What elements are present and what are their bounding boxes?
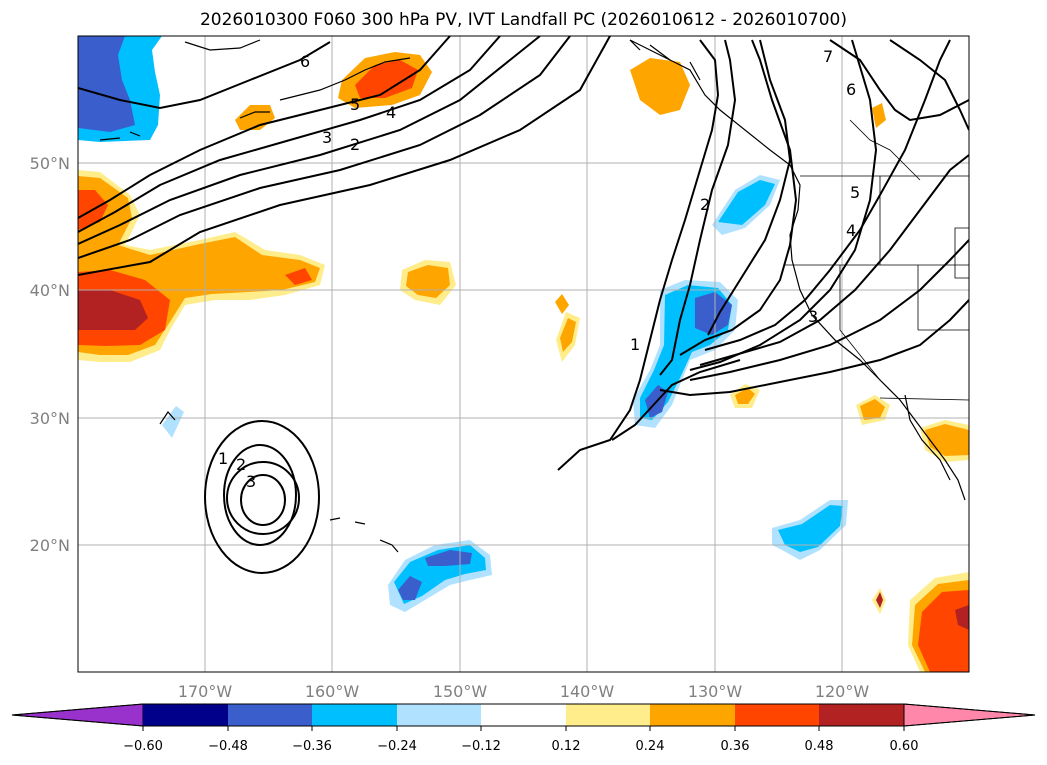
contour-labels: 1 2 3 6 5 4 3 2 1 2 3 4 5 6 7 <box>218 47 860 491</box>
colorbar-bin <box>481 704 566 726</box>
colorbar-tick-label: 0.36 <box>721 739 750 754</box>
colorbar-tick-label: 0.48 <box>805 739 834 754</box>
colorbar-bin <box>397 704 481 726</box>
contour-label-coast-2: 2 <box>700 195 710 214</box>
colorbar-tick-label: 0.60 <box>890 739 919 754</box>
contour-label-north-5: 5 <box>350 95 360 114</box>
colorbar-extend-min <box>11 703 144 727</box>
pv-low-contour-3 <box>226 461 300 535</box>
pv-contour-north-5 <box>78 36 451 219</box>
contour-label-east-7: 7 <box>823 47 833 66</box>
colorbar-bin <box>566 704 650 726</box>
contour-label-pv-low-2: 2 <box>236 455 246 474</box>
coastlines <box>99 39 966 553</box>
pv-contour-north-4 <box>78 36 501 233</box>
map-title: 2026010300 F060 300 hPa PV, IVT Landfall… <box>199 10 847 30</box>
lon-label: 150°W <box>433 682 488 701</box>
map-frame <box>77 35 970 673</box>
colorbar-bin <box>650 704 735 726</box>
pv-contour-north-2 <box>78 36 571 259</box>
colorbar: −0.60 −0.48 −0.36 −0.24 −0.12 0.12 0.24 … <box>11 703 1036 754</box>
pv-contour-north-3 <box>78 36 541 245</box>
contour-label-north-4: 4 <box>386 103 396 122</box>
colorbar-tick-label: −0.48 <box>208 739 248 754</box>
colorbar-bin <box>228 704 312 726</box>
contour-label-coast-3: 3 <box>808 307 818 326</box>
contour-label-east-6: 6 <box>846 80 856 99</box>
pv-contours <box>78 36 969 574</box>
contour-label-coast-1: 1 <box>630 335 640 354</box>
pv-contour-north-6 <box>78 41 331 110</box>
contour-label-pv-low-3: 3 <box>246 472 256 491</box>
contour-label-pv-low-1: 1 <box>218 449 228 468</box>
colorbar-bin <box>735 704 819 726</box>
contour-label-north-2: 2 <box>350 135 360 154</box>
contour-label-east-5: 5 <box>850 183 860 202</box>
colorbar-bin <box>819 704 904 726</box>
colorbar-bin <box>143 704 228 726</box>
contour-label-east-4: 4 <box>846 221 856 240</box>
colorbar-bin <box>312 704 397 726</box>
colorbar-tick-label: −0.60 <box>123 739 163 754</box>
colorbar-tick-label: 0.12 <box>552 739 581 754</box>
longitude-labels: 170°W 160°W 150°W 140°W 130°W 120°W <box>178 682 870 701</box>
contour-label-north-3: 3 <box>322 128 332 147</box>
lat-label: 20°N <box>30 536 70 555</box>
map-area: 1 2 3 6 5 4 3 2 1 2 3 4 5 6 7 <box>77 35 970 673</box>
colorbar-extend-max <box>903 703 1036 727</box>
pv-contour-coast-2 <box>659 39 737 376</box>
pv-low-contour-2 <box>223 444 297 546</box>
lon-label: 130°W <box>688 682 743 701</box>
lon-label: 140°W <box>560 682 615 701</box>
lon-label: 120°W <box>815 682 870 701</box>
pv-contour-coast-3 <box>679 39 798 356</box>
lat-label: 40°N <box>30 281 70 300</box>
lon-label: 160°W <box>305 682 360 701</box>
gridlines <box>78 36 969 672</box>
colorbar-tick-label: 0.24 <box>636 739 665 754</box>
colorbar-tick-label: −0.36 <box>292 739 332 754</box>
pv-contour-coast-1 <box>557 39 720 471</box>
latitude-labels: 50°N 40°N 30°N 20°N <box>30 154 70 555</box>
lat-label: 50°N <box>30 154 70 173</box>
colorbar-tick-label: −0.24 <box>377 739 417 754</box>
colorbar-tick-label: −0.12 <box>461 739 501 754</box>
lon-label: 170°W <box>178 682 233 701</box>
contour-label-north-6: 6 <box>300 52 310 71</box>
pv-low-contour-1 <box>204 420 320 574</box>
lat-label: 30°N <box>30 409 70 428</box>
